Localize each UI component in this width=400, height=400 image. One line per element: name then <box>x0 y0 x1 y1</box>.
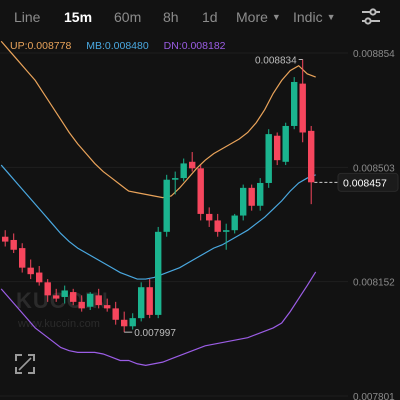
candle-body <box>61 290 68 297</box>
candle-body <box>291 81 298 126</box>
legend-up: UP:0.008778 <box>10 40 72 52</box>
candle-body <box>223 230 230 232</box>
last-price-tag <box>337 172 399 192</box>
candle-body <box>78 301 85 309</box>
tab-8h[interactable]: 8h <box>163 9 179 25</box>
tab-1d[interactable]: 1d <box>202 9 218 25</box>
candle-body <box>87 293 94 307</box>
candle-body <box>240 187 247 216</box>
candle-body <box>53 295 60 299</box>
caret-down-icon: ▼ <box>271 12 281 22</box>
last-price-label: 0.008457 <box>343 177 387 189</box>
y-tick-label: 0.008503 <box>353 163 395 174</box>
candle-body <box>129 318 136 327</box>
more-label: More <box>236 9 268 25</box>
indicators-label: Indic <box>293 9 323 25</box>
candle-body <box>27 267 34 275</box>
candle-body <box>112 308 119 320</box>
high-price-label: 0.008834 <box>255 56 297 67</box>
legend-mb: MB:0.008480 <box>86 40 149 52</box>
candle-body <box>44 282 51 296</box>
y-tick-label: 0.007801 <box>353 392 395 400</box>
candle-body <box>206 213 213 221</box>
candle-body <box>248 187 255 206</box>
candle-body <box>138 287 145 319</box>
candle-body <box>121 319 128 327</box>
candle-body <box>274 135 281 161</box>
more-dropdown[interactable]: More ▼ <box>236 0 281 34</box>
candle-body <box>265 134 272 183</box>
candle-body <box>214 220 221 232</box>
candle-body <box>2 236 9 242</box>
candle-body <box>19 248 26 268</box>
candle-body <box>257 182 264 206</box>
tab-line[interactable]: Line <box>14 9 41 25</box>
candle-body <box>308 130 315 183</box>
candle-body <box>95 295 102 306</box>
upper-band-line <box>0 40 316 199</box>
candlestick-chart[interactable]: 0.008854 0.008503 0.008152 0.007801 0.008834… <box>0 34 400 400</box>
fullscreen-icon[interactable] <box>14 353 36 375</box>
y-tick-label: 0.008152 <box>353 278 395 289</box>
candle-body <box>231 215 238 231</box>
candle-body <box>104 305 111 309</box>
candle-body <box>180 163 187 179</box>
candle-body <box>36 272 43 283</box>
candle-body <box>155 231 162 315</box>
lower-band-line <box>0 271 317 366</box>
low-price-label: 0.007997 <box>134 328 176 339</box>
tab-15m[interactable]: 15m <box>64 9 93 25</box>
timeframe-toolbar: Line 15m 60m 8h 1d More ▼ Indic ▼ <box>0 0 400 34</box>
y-tick-label: 0.008854 <box>353 49 395 60</box>
candle-body <box>10 239 17 250</box>
indicators-dropdown[interactable]: Indic ▼ <box>293 0 336 34</box>
kucoin-watermark-url: www.kucoin.com <box>18 318 100 330</box>
candle-body <box>146 287 153 315</box>
tab-60m[interactable]: 60m <box>114 9 142 25</box>
bollinger-legend: UP:0.008778 MB:0.008480 DN:0.008182 <box>10 40 238 52</box>
legend-dn: DN:0.008182 <box>163 40 226 52</box>
candle-body <box>70 292 77 302</box>
caret-down-icon: ▼ <box>326 12 336 22</box>
candle-body <box>189 161 196 169</box>
candle-body <box>172 178 179 180</box>
candle-body <box>163 179 170 232</box>
sliders-icon[interactable] <box>360 7 382 27</box>
candle-body <box>197 168 204 214</box>
candle-body <box>299 83 306 133</box>
candle-body <box>282 125 289 162</box>
